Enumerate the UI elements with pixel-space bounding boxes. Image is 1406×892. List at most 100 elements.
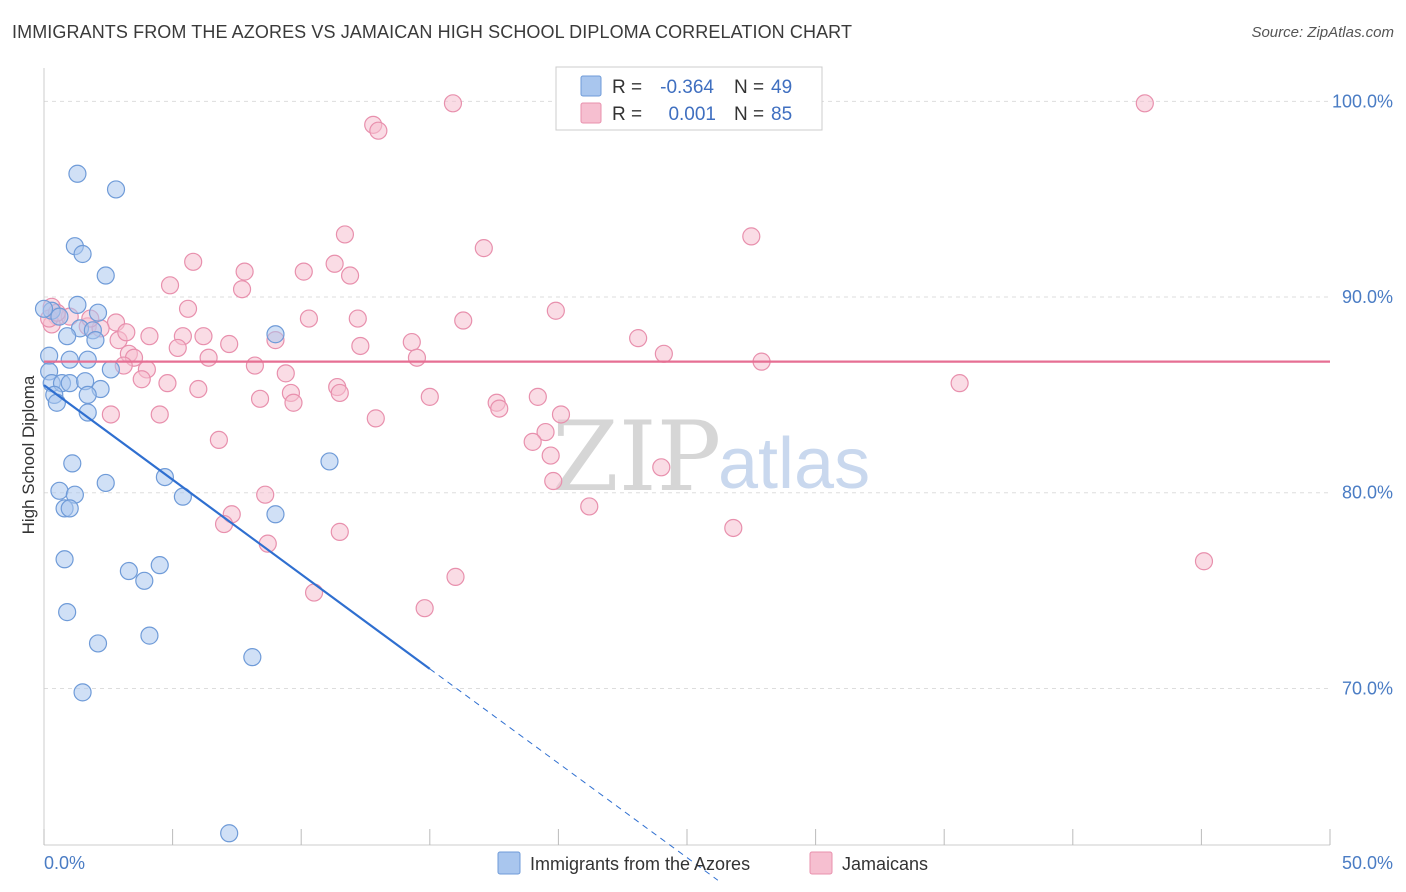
azores-point-36: [60, 499, 79, 518]
jamaicans-point-31: [351, 336, 370, 356]
jamaicans-point-6: [742, 227, 761, 246]
jamaicans-point-35: [168, 338, 187, 358]
axes: [43, 68, 1331, 846]
azores-point-8: [50, 307, 69, 326]
jamaicans-point-9: [325, 254, 344, 273]
jamaicans-point-8: [184, 252, 203, 271]
jamaicans-point-57: [490, 399, 509, 418]
legend-n-value-2: 85: [771, 104, 792, 125]
y-tick-label-100: 100.0%: [1332, 91, 1393, 111]
jamaicans-point-58: [950, 374, 969, 393]
jamaicans-point-38: [199, 348, 218, 367]
jamaicans-point-83: [348, 309, 367, 328]
jamaicans-point-21: [546, 301, 565, 320]
azores-point-40: [150, 556, 169, 575]
azores-trend-extension: [429, 668, 719, 881]
azores-point-13: [266, 325, 285, 344]
azores-point-43: [88, 634, 108, 653]
bottom-legend-label-jamaicans: Jamaicans: [842, 854, 928, 874]
jamaicans-point-43: [245, 356, 265, 375]
azores-point-48: [34, 299, 54, 318]
jamaicans-point-0: [443, 94, 463, 113]
azores-point-15: [60, 350, 79, 369]
series-azores-points: [34, 164, 339, 843]
azores-trend-line: [43, 384, 431, 670]
trend-lines: [43, 360, 1330, 881]
azores-point-39: [119, 561, 138, 581]
jamaicans-point-45: [276, 364, 295, 383]
azores-point-41: [135, 571, 154, 590]
azores-point-31: [96, 473, 115, 493]
azores-point-47: [220, 824, 239, 843]
jamaicans-point-65: [523, 432, 542, 451]
jamaicans-point-50: [330, 383, 349, 403]
jamaicans-point-12: [340, 266, 360, 285]
jamaicans-point-74: [724, 518, 743, 538]
legend-swatch-blue: [580, 75, 602, 97]
jamaicans-point-63: [536, 422, 555, 442]
azores-point-5: [68, 295, 87, 314]
legend-swatch-pink: [580, 102, 602, 124]
azores-point-32: [50, 481, 69, 500]
jamaicans-point-34: [629, 329, 648, 348]
chart-source: Source: ZipAtlas.com: [1251, 24, 1394, 41]
jamaicans-point-71: [580, 497, 599, 516]
azores-point-42: [58, 603, 77, 622]
jamaicans-point-47: [158, 374, 177, 393]
jamaicans-point-4: [369, 121, 388, 140]
series-jamaicans-points: [40, 94, 1214, 618]
legend-n-label-1: N =: [734, 77, 764, 98]
jamaicans-point-49: [189, 379, 208, 399]
jamaicans-point-64: [209, 430, 228, 450]
y-tick-label-80: 80.0%: [1342, 483, 1393, 503]
legend-r-value-1: -0.364: [660, 77, 714, 98]
legend-n-value-1: 49: [771, 77, 792, 98]
azores-point-21: [60, 374, 79, 393]
legend-r-value-2: 0.001: [668, 104, 716, 125]
jamaicans-point-52: [420, 387, 439, 406]
jamaicans-point-46: [132, 370, 151, 389]
jamaicans-point-30: [220, 334, 239, 354]
jamaicans-point-23: [299, 309, 319, 328]
jamaicans-point-55: [284, 393, 303, 412]
azores-point-12: [86, 331, 105, 350]
jamaicans-point-13: [160, 276, 180, 295]
azores-point-27: [78, 385, 97, 404]
x-tick-label-min: 0.0%: [44, 853, 85, 873]
azores-point-0: [68, 164, 87, 183]
correlation-legend: R = -0.364 N = 49 R = 0.001 N = 85: [555, 66, 823, 131]
jamaicans-point-39: [407, 348, 427, 367]
azores-point-25: [47, 393, 66, 412]
jamaicans-point-11: [294, 262, 313, 281]
jamaicans-point-2: [1135, 94, 1154, 113]
azores-point-45: [243, 648, 262, 667]
watermark-atlas: atlas: [718, 424, 870, 504]
jamaicans-point-5: [335, 225, 355, 244]
bottom-legend-swatch-jamaicans: [809, 851, 833, 875]
azores-point-30: [155, 467, 174, 487]
jamaicans-point-32: [402, 332, 421, 352]
legend-r-label-2: R =: [612, 104, 642, 125]
jamaicans-point-69: [256, 485, 275, 504]
watermark-zip: ZIP: [552, 401, 721, 513]
jamaicans-point-60: [150, 405, 169, 424]
jamaicans-point-68: [544, 471, 563, 491]
y-tick-label-90: 90.0%: [1342, 287, 1393, 307]
jamaicans-point-62: [551, 405, 571, 424]
x-tick-label-max: 50.0%: [1342, 853, 1393, 873]
jamaicans-point-61: [366, 409, 385, 428]
jamaicans-point-78: [304, 583, 324, 602]
jamaicans-point-59: [101, 405, 120, 424]
gridlines: [44, 100, 1330, 689]
legend-r-label-1: R =: [612, 77, 642, 98]
y-tick-labels: 70.0% 80.0% 90.0% 100.0%: [1332, 91, 1393, 698]
y-axis-label: High School Diploma: [19, 375, 38, 534]
azores-point-1: [106, 180, 126, 199]
jamaicans-point-26: [140, 327, 159, 346]
azores-point-11: [58, 327, 77, 346]
legend-n-label-2: N =: [734, 104, 764, 125]
bottom-legend-swatch-azores: [497, 851, 521, 875]
azores-point-44: [140, 626, 159, 645]
jamaicans-point-28: [194, 327, 213, 346]
jamaicans-point-10: [235, 262, 254, 281]
